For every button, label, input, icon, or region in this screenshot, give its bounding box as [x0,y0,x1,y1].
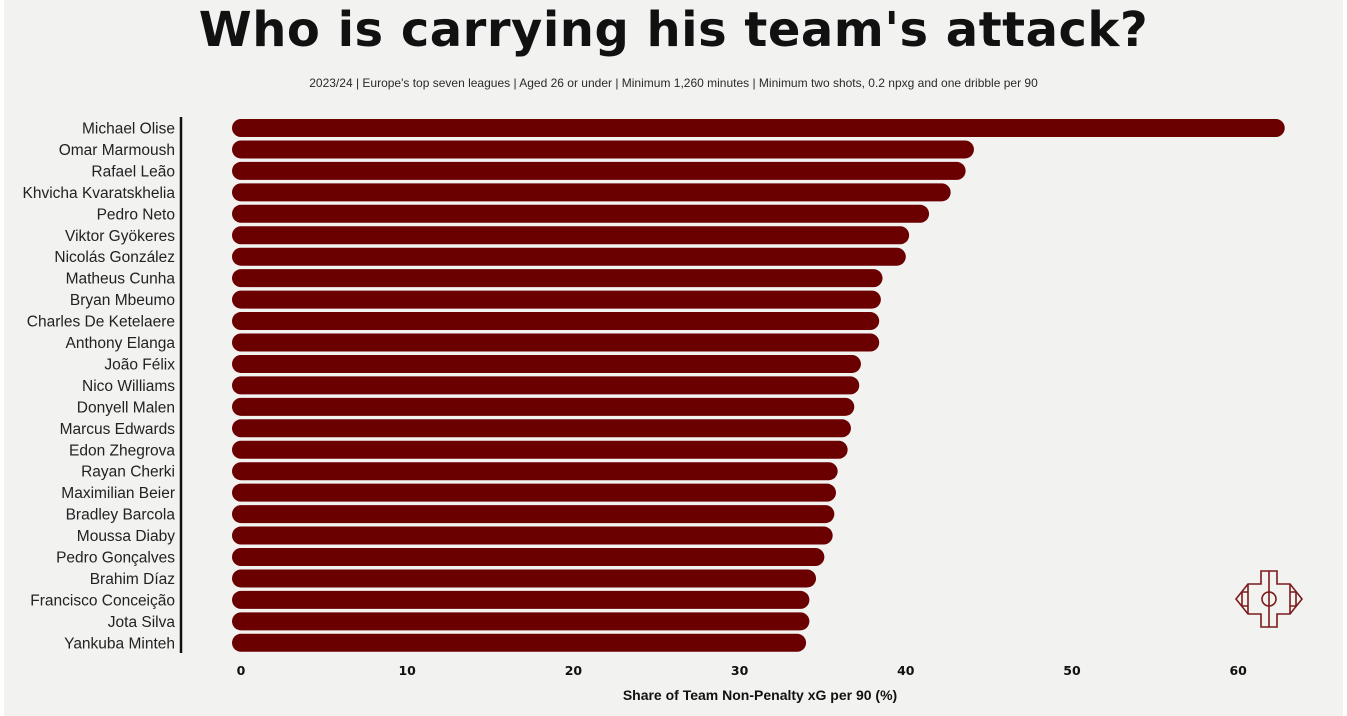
bar [232,376,860,395]
bar [232,269,883,288]
bar [232,462,838,481]
bar [232,569,817,588]
bar [232,290,881,309]
chart-subtitle: 2023/24 | Europe's top seven leagues | A… [309,76,1038,90]
y-tick-label: Charles De Ketelaere [27,314,175,331]
bar [232,590,810,609]
y-tick-label: Rayan Cherki [81,464,175,481]
x-tick-label: 20 [565,663,583,678]
y-tick-label: Bryan Mbeumo [70,292,175,309]
y-tick-label: Viktor Gyökeres [65,228,175,245]
x-axis-ticks: 0 10 20 30 40 50 60 [237,663,1248,678]
chart-title: Who is carrying his team's attack? [198,2,1149,58]
bar [232,397,855,416]
y-tick-label: Pedro Neto [97,206,175,223]
bar [232,633,807,652]
y-tick-label: Jota Silva [108,614,176,631]
y-tick-label: Edon Zhegrova [69,442,175,459]
bar [232,183,951,202]
y-tick-label: Marcus Edwards [60,421,176,438]
bar [232,226,910,245]
bar [232,505,835,524]
bar [232,548,825,566]
bar [232,483,836,502]
y-tick-label: João Félix [104,356,175,373]
bar [232,247,906,266]
y-tick-label: Pedro Gonçalves [56,550,175,567]
y-tick-label: Brahim Díaz [90,571,175,588]
y-tick-label: Nicolás González [54,249,175,266]
x-tick-label: 60 [1229,663,1247,678]
bar [232,161,966,180]
bar [232,419,851,438]
y-tick-label: Francisco Conceição [30,592,175,609]
x-tick-label: 40 [897,663,915,678]
y-tick-label: Donyell Malen [77,399,175,416]
y-tick-label: Omar Marmoush [59,142,175,159]
y-tick-label: Michael Olise [82,121,175,138]
bar [232,119,1285,137]
bar [232,354,861,373]
y-tick-label: Yankuba Minteh [64,635,175,652]
y-tick-label: Nico Williams [82,378,175,395]
bar [232,204,930,223]
pitch-logo-icon [1233,566,1305,632]
y-tick-label: Matheus Cunha [66,271,176,288]
x-tick-label: 50 [1063,663,1081,678]
x-axis-title: Share of Team Non-Penalty xG per 90 (%) [623,687,897,703]
bar [232,440,848,459]
y-tick-label: Khvicha Kvaratskhelia [23,185,176,202]
y-tick-label: Anthony Elanga [66,335,176,352]
bars-group [232,119,1285,652]
y-tick-label: Moussa Diaby [77,528,175,545]
y-tick-label: Maximilian Beier [61,485,175,502]
y-axis-labels: Michael Olise Omar Marmoush Rafael Leão Khv… [23,121,176,653]
bar [232,312,880,331]
bar [232,612,810,631]
x-tick-label: 10 [398,663,416,678]
y-tick-label: Rafael Leão [91,163,175,180]
x-tick-label: 30 [731,663,749,678]
bar [232,526,833,545]
x-tick-label: 0 [237,663,246,678]
bar [232,140,974,159]
bar [232,333,880,352]
y-tick-label: Bradley Barcola [66,507,176,524]
